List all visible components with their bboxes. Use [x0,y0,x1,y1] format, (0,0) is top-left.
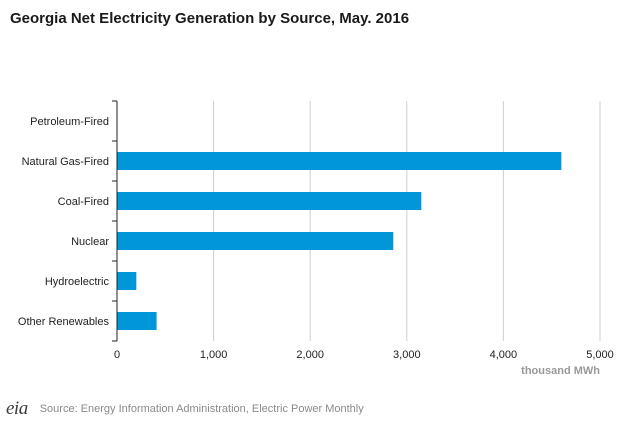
chart-title: Georgia Net Electricity Generation by So… [10,10,410,27]
bar [117,232,394,250]
source-note: Source: Energy Information Administratio… [39,403,364,415]
bar [117,192,422,210]
x-tick-label: 0 [114,349,120,361]
x-tick-label: 5,000 [586,349,614,361]
x-axis-unit-label: thousand MWh [521,365,600,377]
footer: eia Source: Energy Information Administr… [6,398,364,420]
category-label: Petroleum-Fired [30,116,109,128]
category-label: Other Renewables [18,316,110,328]
category-label: Natural Gas-Fired [22,156,109,168]
category-label: Coal-Fired [58,196,109,208]
x-tick-label: 2,000 [296,349,324,361]
bar [117,152,562,170]
x-tick-label: 1,000 [200,349,228,361]
x-tick-label: 4,000 [490,349,518,361]
bar [117,272,137,290]
eia-logo: eia [6,398,28,419]
bar [117,312,157,330]
category-label: Hydroelectric [45,276,110,288]
category-label: Nuclear [71,236,109,248]
x-tick-label: 3,000 [393,349,421,361]
